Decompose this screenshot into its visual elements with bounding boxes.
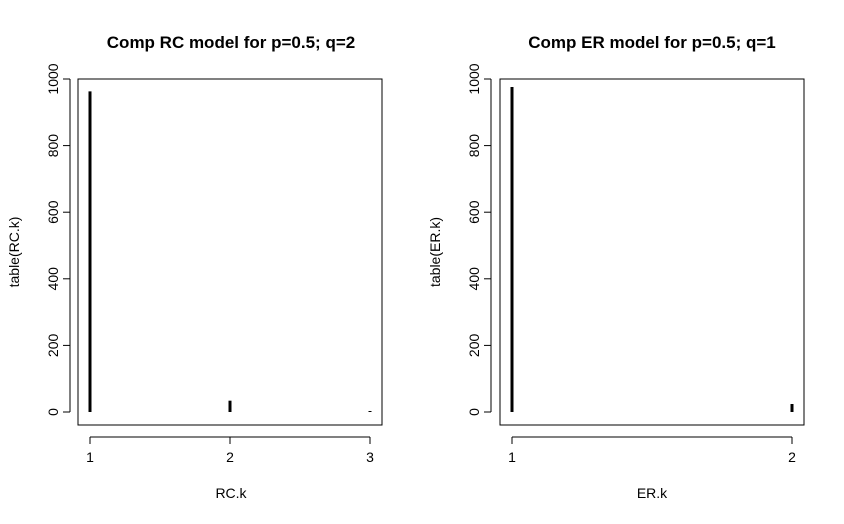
bars — [510, 86, 794, 412]
y-tick-label: 0 — [466, 408, 482, 416]
x-axis-label: ER.k — [637, 485, 668, 501]
y-tick-label: 800 — [466, 134, 482, 158]
plot-frame — [77, 78, 383, 426]
y-axis-label: table(RC.k) — [6, 217, 22, 288]
y-axis: 0 200 400 600 800 1000 — [466, 63, 492, 416]
y-tick-label: 400 — [466, 267, 482, 291]
x-tick-label: 2 — [226, 449, 234, 465]
y-tick-label: 400 — [45, 267, 61, 291]
y-tick-label: 1000 — [45, 63, 61, 94]
x-tick-label: 1 — [86, 449, 94, 465]
y-tick-label: 200 — [45, 334, 61, 358]
x-axis: 1 2 3 — [86, 436, 374, 465]
x-tick-label: 1 — [508, 449, 516, 465]
plot-frame — [499, 78, 805, 426]
chart-title: Comp ER model for p=0.5; q=1 — [528, 33, 776, 52]
y-tick-label: 200 — [466, 334, 482, 358]
y-axis-label: table(ER.k) — [427, 217, 443, 287]
y-tick-label: 800 — [45, 134, 61, 158]
y-tick-label: 600 — [466, 200, 482, 224]
y-tick-label: 0 — [45, 408, 61, 416]
y-tick-label: 600 — [45, 200, 61, 224]
y-axis: 0 200 400 600 800 1000 — [45, 63, 71, 416]
x-tick-label: 3 — [366, 449, 374, 465]
bars — [88, 91, 372, 412]
er-model-panel: Comp ER model for p=0.5; q=1 ER.k table(… — [427, 33, 805, 501]
x-tick-label: 2 — [788, 449, 796, 465]
y-tick-label: 1000 — [466, 63, 482, 94]
chart-title: Comp RC model for p=0.5; q=2 — [107, 33, 355, 52]
x-axis-label: RC.k — [215, 485, 247, 501]
rc-model-panel: Comp RC model for p=0.5; q=2 RC.k table(… — [6, 33, 383, 501]
